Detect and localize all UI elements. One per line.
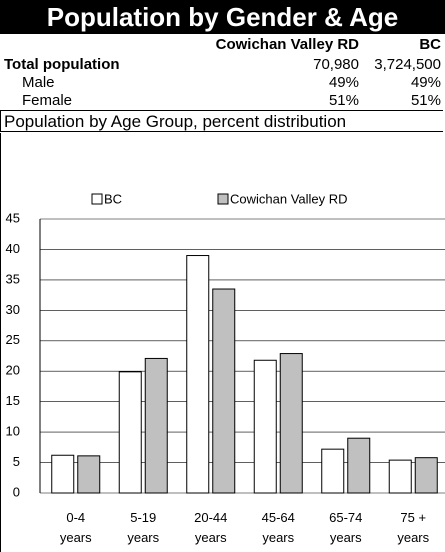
y-tick-label: 40: [6, 241, 20, 256]
y-tick-label: 35: [6, 271, 20, 286]
x-tick-label: 5-19 years: [127, 510, 160, 545]
row-label: Male: [22, 74, 55, 91]
y-tick-label: 5: [13, 454, 20, 469]
x-tick-label: 20-44 years: [194, 510, 228, 545]
legend-swatch: [91, 193, 103, 205]
bar: [77, 455, 101, 494]
legend-swatch: [217, 193, 229, 205]
bar: [321, 448, 345, 494]
cell: 3,724,500: [374, 56, 441, 73]
y-tick-label: 10: [6, 424, 20, 439]
cell: 49%: [410, 74, 441, 91]
x-tick-label: 0-4 years: [59, 510, 92, 545]
column-header: BC: [419, 36, 441, 53]
bar: [212, 288, 236, 494]
cell: 70,980: [313, 56, 359, 73]
page-title: Population by Gender & Age: [0, 0, 445, 34]
chart-title: Population by Age Group, percent distrib…: [0, 110, 443, 132]
cell: 51%: [328, 92, 359, 109]
row-label: Total population: [4, 56, 120, 73]
x-tick-label: 45-64 years: [261, 510, 295, 545]
cell: 51%: [410, 92, 441, 109]
y-tick-label: 45: [6, 210, 20, 225]
chart: 0 5 10 15 20 25 30 35 40 45 BC Cowichan Valley RD: [0, 133, 445, 552]
bar: [51, 454, 75, 494]
bar: [388, 459, 412, 494]
column-header: Cowichan Valley RD: [215, 36, 359, 53]
bar: [144, 357, 168, 494]
bar: [118, 371, 142, 494]
y-tick-label: 30: [6, 302, 20, 317]
legend-label: BC: [104, 191, 122, 206]
legend-label: Cowichan Valley RD: [230, 191, 348, 206]
bar: [186, 255, 210, 494]
x-tick-label: 75 + years: [397, 510, 430, 545]
bar: [279, 353, 303, 494]
y-tick-label: 15: [6, 393, 20, 408]
corner: [0, 34, 209, 56]
bar: [253, 359, 277, 494]
y-tick-label: 20: [6, 363, 20, 378]
y-tick-label: 0: [13, 484, 20, 499]
bar: [414, 457, 438, 494]
x-tick-label: 65-74 years: [329, 510, 363, 545]
row-label: Female: [22, 92, 73, 109]
bar: [347, 437, 371, 494]
y-tick-label: 25: [6, 332, 20, 347]
population-table: Cowichan Valley RD BC Total population 7…: [0, 34, 441, 110]
cell: 49%: [328, 74, 359, 91]
